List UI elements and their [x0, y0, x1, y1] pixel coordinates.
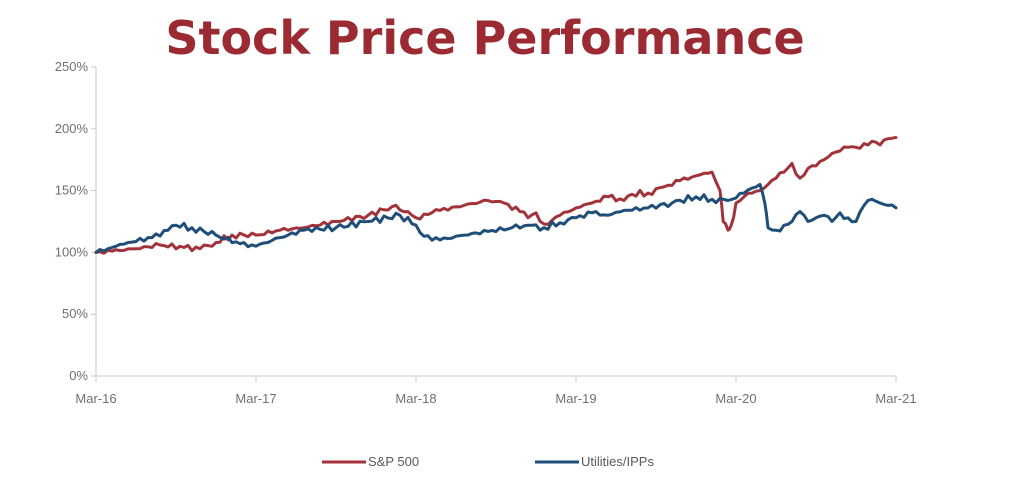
legend-label-sp500: S&P 500 [368, 454, 419, 469]
chart-axes: 0% 50% 100% 150% 200% 250% Mar-16 Mar-17 Mar-18 M… [55, 59, 917, 406]
y-tick-label: 250% [55, 59, 89, 74]
x-tick-label: Mar-18 [395, 391, 436, 406]
y-tick-label: 0% [69, 368, 88, 383]
series-line-utilities-ipps [94, 182, 898, 254]
legend-label-utilities-ipps: Utilities/IPPs [581, 454, 654, 469]
x-tick-label: Mar-19 [555, 391, 596, 406]
y-tick-label: 50% [62, 306, 88, 321]
series-layer [94, 136, 898, 255]
x-tick-label: Mar-16 [75, 391, 116, 406]
x-tick-label: Mar-20 [715, 391, 756, 406]
y-tick-label: 150% [55, 183, 89, 198]
chart-title: Stock Price Performance [165, 11, 805, 65]
x-tick-label: Mar-17 [235, 391, 276, 406]
series-line-sp500 [94, 136, 898, 255]
chart-legend: S&P 500 Utilities/IPPs [322, 454, 654, 469]
y-tick-label: 100% [55, 244, 89, 259]
y-tick-label: 200% [55, 121, 89, 136]
x-tick-label: Mar-21 [875, 391, 916, 406]
